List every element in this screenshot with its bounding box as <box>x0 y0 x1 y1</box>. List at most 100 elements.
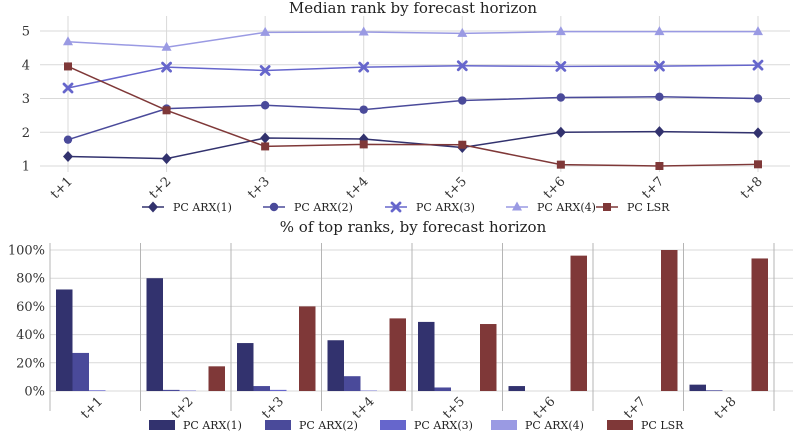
top-legend-item-pc-arx-2: PC ARX(2) <box>263 201 353 214</box>
bottom-chart-bars <box>56 250 768 391</box>
top-legend-marker-pc-arx-4-shape <box>512 201 522 211</box>
top-point-pc-lsr-t-4-shape <box>359 140 368 149</box>
top-series-pc-lsr <box>64 62 762 170</box>
top-y-tick-label-4: 4 <box>22 58 30 73</box>
bot-bar-pc-lsr-t-6 <box>570 255 587 391</box>
bot-x-tick-label-t-7: t+7 <box>621 394 649 422</box>
bottom-chart-title: % of top ranks, by forecast horizon <box>280 218 547 236</box>
top-point-pc-arx-1-t-8 <box>753 127 763 139</box>
bot-x-tick-label-t-6: t+6 <box>531 394 559 422</box>
bot-x-tick-label-t-5: t+5 <box>440 394 468 422</box>
top-point-pc-arx-2-t-3 <box>260 101 270 110</box>
top-point-pc-lsr-t-1 <box>64 62 72 71</box>
top-point-pc-arx-2-t-1-shape <box>63 135 73 144</box>
top-y-tick-label-2: 2 <box>22 126 30 141</box>
top-point-pc-arx-2-t-1 <box>63 135 73 144</box>
bot-bar-pc-arx-2-t-4 <box>344 376 361 391</box>
bot-y-tick-label-40: 40% <box>16 328 45 343</box>
top-chart-series <box>62 26 764 170</box>
bot-bar-pc-arx-1-t-4 <box>327 340 344 391</box>
top-point-pc-arx-4-t-1 <box>63 36 73 46</box>
bot-bar-pc-arx-1-t-6 <box>508 386 525 391</box>
top-legend-label-pc-arx-1: PC ARX(1) <box>173 201 232 214</box>
bot-bar-pc-arx-1-t-8 <box>689 384 706 391</box>
top-line-pc-arx-1 <box>67 130 759 160</box>
top-chart-legend: PC ARX(1) PC ARX(2) PC ARX(3) PC ARX(4) PC L… <box>142 201 670 214</box>
top-line-pc-arx-4 <box>67 30 758 48</box>
bot-bar-group-t-3 <box>237 306 316 391</box>
top-chart-y-ticks: 1 2 3 4 5 <box>22 25 30 175</box>
top-legend-label-pc-lsr: PC LSR <box>627 201 670 214</box>
top-point-pc-arx-3-t-7-shape <box>654 60 665 72</box>
top-y-tick-label-1: 1 <box>22 160 30 175</box>
top-series-pc-arx-2 <box>63 92 763 144</box>
top-point-pc-lsr-t-2-shape <box>162 106 171 115</box>
top-point-pc-arx-3-t-8 <box>752 59 764 71</box>
bot-bar-group-t-6 <box>508 255 587 391</box>
top-legend-marker-pc-arx-2-shape <box>269 202 279 212</box>
top-point-pc-arx-4-t-1-shape <box>63 36 73 46</box>
bot-legend-label-pc-arx-2: PC ARX(2) <box>299 419 358 432</box>
top-point-pc-arx-2-t-7-shape <box>655 92 664 102</box>
top-legend-item-pc-arx-4: PC ARX(4) <box>506 201 596 214</box>
bottom-chart-x-ticks: t+1 t+2 t+3 t+4 t+5 t+6 t+7 t+8 <box>78 394 739 422</box>
top-point-pc-arx-3-t-6 <box>555 61 567 72</box>
top-point-pc-arx-1-t-8-shape <box>753 127 763 139</box>
top-point-pc-arx-2-t-5-shape <box>458 96 467 105</box>
top-point-pc-arx-1-t-3-shape <box>260 132 271 144</box>
bot-legend-label-pc-arx-3: PC ARX(3) <box>414 419 473 432</box>
top-legend-marker-pc-arx-1-shape <box>148 201 158 213</box>
top-legend-item-pc-lsr: PC LSR <box>596 201 670 214</box>
top-point-pc-arx-2-t-4 <box>359 105 368 114</box>
top-point-pc-arx-1-t-1 <box>63 151 73 163</box>
bot-y-tick-label-60: 60% <box>16 300 45 315</box>
top-legend-label-pc-arx-3: PC ARX(3) <box>416 201 475 214</box>
top-point-pc-lsr-t-2 <box>162 106 171 115</box>
bot-legend-item-pc-arx-3: PC ARX(3) <box>380 419 473 432</box>
top-legend-marker-pc-arx-2 <box>269 202 279 212</box>
bot-bar-pc-arx-1-t-2 <box>146 278 163 391</box>
bot-bar-pc-arx-2-t-5 <box>434 387 451 391</box>
top-point-pc-arx-1-t-1-shape <box>63 151 73 163</box>
top-point-pc-arx-4-t-7-shape <box>654 26 665 36</box>
top-point-pc-arx-3-t-4-shape <box>358 61 370 73</box>
top-point-pc-lsr-t-3 <box>261 142 270 151</box>
top-point-pc-arx-1-t-6-shape <box>555 126 566 138</box>
top-point-pc-lsr-t-1-shape <box>64 62 72 71</box>
top-point-pc-lsr-t-5 <box>458 140 467 149</box>
top-point-pc-lsr-t-3-shape <box>261 142 270 151</box>
bot-bar-pc-lsr-t-8 <box>751 258 768 391</box>
bot-y-tick-label-100: 100% <box>8 244 45 259</box>
top-chart-gridlines <box>40 16 790 172</box>
top-point-pc-arx-3-t-2 <box>161 61 172 73</box>
bot-bar-pc-arx-3-t-1 <box>89 390 106 391</box>
top-point-pc-arx-4-t-6-shape <box>555 26 566 36</box>
bot-bar-group-t-5 <box>418 321 497 391</box>
top-x-tick-label-t-5: t+5 <box>442 174 470 202</box>
top-legend-item-pc-arx-3: PC ARX(3) <box>385 201 475 214</box>
bot-bar-pc-lsr-t-5 <box>480 324 497 391</box>
top-point-pc-arx-2-t-8 <box>753 94 763 103</box>
top-point-pc-arx-3-t-2-shape <box>161 61 172 73</box>
top-point-pc-arx-3-t-7 <box>654 60 665 72</box>
top-point-pc-lsr-t-7-shape <box>655 162 664 170</box>
bot-legend-swatch-pc-arx-2 <box>265 420 291 430</box>
top-point-pc-arx-2-t-4-shape <box>359 105 368 114</box>
top-y-tick-label-5: 5 <box>22 25 30 40</box>
top-legend-marker-pc-lsr-shape <box>603 203 611 211</box>
top-point-pc-arx-4-t-2-shape <box>161 41 172 51</box>
bot-legend-item-pc-arx-4: PC ARX(4) <box>491 419 584 432</box>
bot-legend-swatch-pc-arx-4 <box>491 420 517 430</box>
top-series-pc-arx-4 <box>63 26 763 51</box>
top-point-pc-lsr-t-6 <box>556 160 565 169</box>
top-x-tick-label-t-8: t+8 <box>738 174 766 202</box>
median-rank-chart: Median rank by forecast horizon 1 2 3 4 5 t+… <box>22 0 790 214</box>
top-point-pc-lsr-t-7 <box>655 162 664 170</box>
bot-x-tick-label-t-1: t+1 <box>78 394 106 422</box>
top-point-pc-arx-1-t-6 <box>555 126 566 138</box>
top-chart-title: Median rank by forecast horizon <box>289 0 538 17</box>
top-rank-share-chart: % of top ranks, by forecast horizon 0% 20… <box>8 218 793 432</box>
bot-x-tick-label-t-8: t+8 <box>712 394 740 422</box>
bot-legend-label-pc-arx-1: PC ARX(1) <box>183 419 242 432</box>
